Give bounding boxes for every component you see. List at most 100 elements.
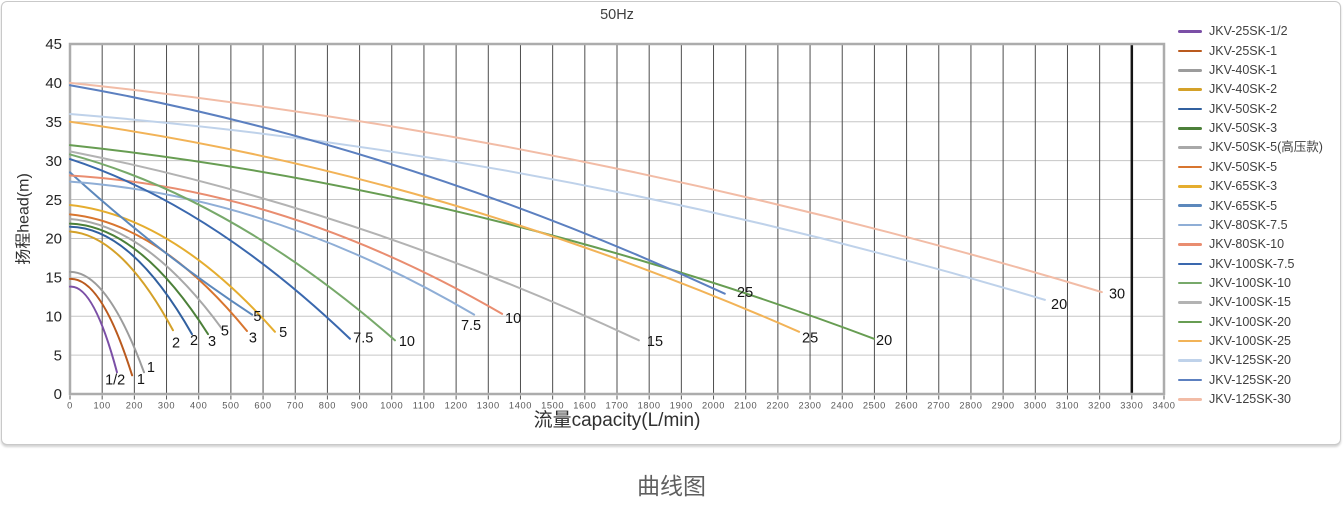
legend-item: JKV-40SK-1 xyxy=(1178,61,1323,80)
legend-swatch xyxy=(1178,69,1202,72)
curve-end-label: 3 xyxy=(208,334,216,350)
legend-swatch xyxy=(1178,107,1202,111)
legend-swatch xyxy=(1178,223,1202,227)
legend-swatch xyxy=(1178,88,1202,91)
legend-label: JKV-80SK-10 xyxy=(1209,237,1285,252)
y-tick-label: 35 xyxy=(45,114,62,131)
x-tick-label: 400 xyxy=(190,401,207,411)
curve-end-label: 2 xyxy=(172,335,180,351)
legend-item: JKV-25SK-1/2 xyxy=(1178,22,1323,41)
legend-label: JKV-40SK-2 xyxy=(1209,82,1278,97)
curve-end-label: 20 xyxy=(876,333,892,349)
curve-JKV-50SK-2-4 xyxy=(69,225,193,336)
x-tick-label: 900 xyxy=(351,401,368,411)
legend-label: JKV-25SK-1 xyxy=(1209,43,1278,58)
legend-swatch xyxy=(1178,359,1202,362)
curve-JKV-125SK-30-19 xyxy=(69,81,1103,294)
curve-JKV-125SK-20-17 xyxy=(69,113,1046,301)
curve-JKV-40SK-1-2 xyxy=(69,270,146,374)
legend-item: JKV-100SK-15 xyxy=(1178,293,1323,312)
x-tick-label: 2700 xyxy=(927,401,950,411)
curve-end-label: 2 xyxy=(190,333,198,349)
legend-label: JKV-50SK-2 xyxy=(1209,101,1278,116)
legend-swatch xyxy=(1178,49,1202,53)
curve-JKV-80SK-7.5-10 xyxy=(69,180,476,316)
curve-JKV-65SK-5-9 xyxy=(69,171,254,316)
legend-item: JKV-100SK-20 xyxy=(1178,312,1323,331)
x-tick-label: 3200 xyxy=(1088,401,1111,411)
curve-end-label: 25 xyxy=(802,331,818,347)
x-tick-label: 2200 xyxy=(766,401,789,411)
curve-JKV-50SK-3-5 xyxy=(69,222,210,336)
x-tick-label: 2600 xyxy=(895,401,918,411)
legend-item: JKV-125SK-30 xyxy=(1178,390,1323,409)
y-tick-label: 30 xyxy=(45,153,62,170)
curve-end-label: 1 xyxy=(137,372,145,388)
x-tick-label: 3000 xyxy=(1024,401,1047,411)
x-tick-label: 3400 xyxy=(1152,401,1175,411)
legend-swatch xyxy=(1178,185,1202,188)
legend-swatch xyxy=(1178,378,1202,382)
legend-label: JKV-50SK-5(高压款) xyxy=(1209,140,1323,155)
legend-item: JKV-50SK-5 xyxy=(1178,157,1323,176)
curve-end-label: 7.5 xyxy=(461,318,481,334)
curve-JKV-40SK-2-3 xyxy=(69,230,174,332)
legend-item: JKV-25SK-1 xyxy=(1178,41,1323,60)
x-tick-label: 1500 xyxy=(541,401,564,411)
legend-item: JKV-65SK-3 xyxy=(1178,177,1323,196)
curve-end-label: 5 xyxy=(221,324,229,340)
curve-end-label: 7.5 xyxy=(353,331,373,347)
legend-swatch xyxy=(1178,243,1202,246)
y-tick-label: 25 xyxy=(45,192,62,209)
legend-label: JKV-100SK-15 xyxy=(1209,295,1291,310)
x-tick-label: 1300 xyxy=(477,401,500,411)
legend-item: JKV-100SK-10 xyxy=(1178,273,1323,292)
curve-JKV-100SK-10-13 xyxy=(69,153,396,342)
legend-label: JKV-50SK-3 xyxy=(1209,121,1278,136)
legend-label: JKV-65SK-5 xyxy=(1209,198,1278,213)
legend-label: JKV-40SK-1 xyxy=(1209,63,1278,78)
legend-label: JKV-125SK-20 xyxy=(1209,372,1291,387)
legend-item: JKV-50SK-5(高压款) xyxy=(1178,138,1323,157)
curve-end-label: 1/2 xyxy=(105,373,125,389)
curve-end-label: 5 xyxy=(253,309,261,325)
legend-swatch xyxy=(1178,320,1202,324)
x-tick-label: 1700 xyxy=(605,401,628,411)
legend-swatch xyxy=(1178,339,1202,343)
curve-end-label: 5 xyxy=(279,325,287,341)
legend-item: JKV-50SK-3 xyxy=(1178,119,1323,138)
curve-JKV-25SK-1/2-0 xyxy=(69,285,118,374)
y-tick-label: 45 xyxy=(45,36,62,53)
x-tick-label: 0 xyxy=(67,401,73,411)
x-tick-label: 3300 xyxy=(1120,401,1143,411)
x-tick-label: 700 xyxy=(287,401,304,411)
legend-swatch xyxy=(1178,204,1202,208)
legend-label: JKV-100SK-20 xyxy=(1209,314,1291,329)
legend-label: JKV-100SK-7.5 xyxy=(1209,256,1295,271)
legend-swatch xyxy=(1178,165,1202,169)
legend-label: JKV-100SK-25 xyxy=(1209,333,1291,348)
x-tick-label: 100 xyxy=(94,401,111,411)
legend-item: JKV-50SK-2 xyxy=(1178,99,1323,118)
legend-label: JKV-80SK-7.5 xyxy=(1209,217,1288,232)
curve-JKV-100SK-20-15 xyxy=(69,144,876,340)
x-tick-label: 1800 xyxy=(638,401,661,411)
x-tick-label: 1200 xyxy=(445,401,468,411)
legend-label: JKV-125SK-30 xyxy=(1209,391,1291,406)
curve-JKV-25SK-1-1 xyxy=(69,277,134,377)
x-tick-label: 2000 xyxy=(702,401,725,411)
legend-swatch xyxy=(1178,397,1202,401)
curve-JKV-50SK-5(高压款)-6 xyxy=(69,218,223,330)
legend-swatch xyxy=(1178,146,1202,150)
legend-swatch xyxy=(1178,281,1202,285)
x-tick-label: 1000 xyxy=(380,401,403,411)
x-tick-label: 3100 xyxy=(1056,401,1079,411)
y-tick-label: 15 xyxy=(45,270,62,287)
x-tick-label: 1100 xyxy=(413,401,435,411)
curve-JKV-100SK-25-16 xyxy=(69,120,801,333)
x-tick-label: 1900 xyxy=(670,401,693,411)
legend-label: JKV-125SK-20 xyxy=(1209,353,1291,368)
x-tick-label: 600 xyxy=(254,401,271,411)
curve-JKV-65SK-3-8 xyxy=(69,204,276,333)
